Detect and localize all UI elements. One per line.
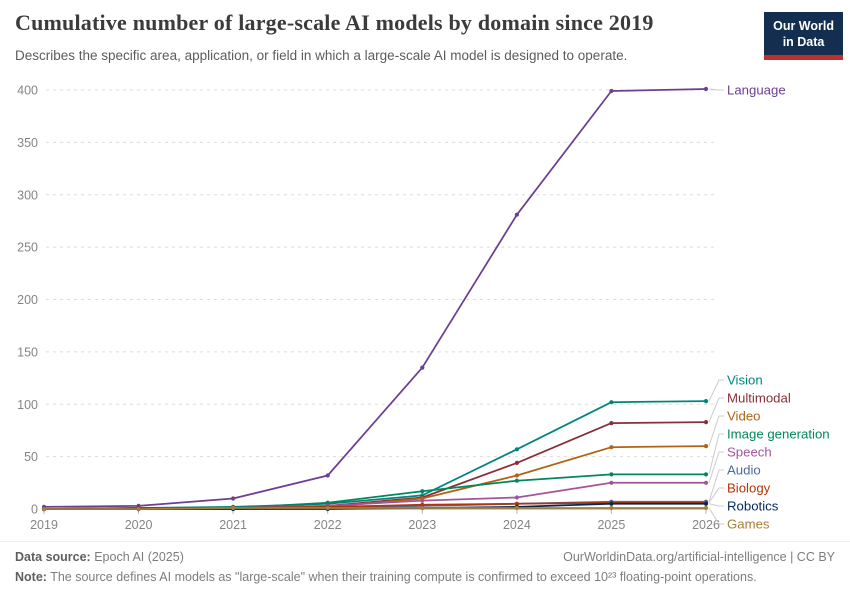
- legend-label-language[interactable]: Language: [727, 82, 786, 97]
- data-point-games: [514, 505, 520, 511]
- data-point-multimodal: [514, 460, 520, 465]
- y-tick-label: 100: [17, 398, 38, 412]
- legend-label-speech[interactable]: Speech: [727, 445, 772, 460]
- series-line-games: [43, 507, 707, 510]
- data-point-language: [514, 212, 520, 217]
- legend-label-audio[interactable]: Audio: [727, 463, 761, 478]
- chart-note: Note: The source defines AI models as "l…: [15, 570, 835, 584]
- data-point-speech: [514, 495, 520, 500]
- y-tick-label: 300: [17, 188, 38, 202]
- chart-canvas: 0 50 100 150 200 250 300 350 400 2019 2020 2021 2022…: [17, 82, 830, 532]
- data-point-language: [420, 365, 425, 370]
- x-tick-label: 2022: [314, 518, 342, 532]
- data-point-speech: [609, 480, 614, 485]
- chart-footer: Data source: Epoch AI (2025) OurWorldinD…: [0, 541, 850, 584]
- data-point-image-generation: [420, 489, 425, 494]
- chart-subtitle: Describes the specific area, application…: [15, 48, 628, 63]
- series-line-multimodal: [43, 421, 707, 510]
- legend-connector-multimodal: [708, 397, 724, 423]
- y-tick-label: 250: [17, 241, 38, 255]
- data-point-speech: [420, 498, 425, 503]
- data-point-image-generation: [514, 478, 520, 483]
- data-point-image-generation: [325, 500, 330, 505]
- series-line-language: [43, 88, 707, 508]
- data-point-language: [609, 88, 614, 94]
- data-point-games: [609, 505, 614, 511]
- data-point-vision: [609, 400, 614, 405]
- legend-connector-speech: [708, 451, 724, 483]
- legend-connector-robotics: [708, 503, 724, 507]
- legend-connector-language: [708, 88, 724, 91]
- x-tick-label: 2024: [503, 518, 531, 532]
- legend-label-robotics[interactable]: Robotics: [727, 499, 779, 514]
- logo-red-bar: [764, 55, 843, 61]
- legend-label-biology[interactable]: Biology: [727, 481, 771, 496]
- data-point-vision: [703, 399, 709, 404]
- data-point-language: [231, 496, 236, 501]
- legend-label-multimodal[interactable]: Multimodal: [727, 391, 791, 406]
- legend-connector-games: [708, 507, 724, 525]
- data-point-speech: [703, 480, 709, 485]
- data-point-video: [703, 444, 709, 449]
- x-tick-label: 2023: [408, 518, 436, 532]
- series-line-vision: [43, 400, 707, 510]
- x-tick-label: 2026: [692, 518, 720, 532]
- data-point-multimodal: [609, 421, 614, 426]
- data-point-games: [41, 506, 47, 512]
- data-point-video: [514, 473, 520, 478]
- y-tick-label: 0: [31, 503, 38, 517]
- legend-label-image-generation[interactable]: Image generation: [727, 427, 830, 442]
- data-point-games: [703, 505, 709, 511]
- y-tick-label: 150: [17, 345, 38, 359]
- data-point-image-generation: [609, 472, 614, 477]
- data-point-language: [703, 86, 709, 92]
- data-point-biology: [420, 502, 425, 507]
- data-point-biology: [514, 501, 520, 506]
- legend-connector-biology: [708, 487, 724, 503]
- data-point-multimodal: [703, 420, 709, 425]
- legend-connector-vision: [708, 379, 724, 402]
- data-point-robotics: [609, 501, 614, 506]
- x-tick-label: 2025: [597, 518, 625, 532]
- legend-label-games[interactable]: Games: [727, 517, 770, 532]
- legend-label-video[interactable]: Video: [727, 409, 761, 424]
- data-source-value: Epoch AI (2025): [94, 550, 184, 564]
- legend-connector-video: [708, 415, 724, 447]
- data-point-video: [609, 445, 614, 450]
- legend-label-vision[interactable]: Vision: [727, 373, 763, 388]
- data-point-games: [136, 506, 141, 512]
- data-point-games: [325, 505, 330, 511]
- legend-connector-audio: [708, 469, 724, 502]
- logo-line2: in Data: [782, 34, 825, 49]
- data-point-vision: [514, 447, 520, 452]
- logo-line1: Our World: [773, 19, 834, 33]
- owid-license-link[interactable]: OurWorldinData.org/artificial-intelligen…: [563, 550, 835, 564]
- x-tick-label: 2021: [219, 518, 247, 532]
- data-source: Data source: Epoch AI (2025): [15, 550, 184, 564]
- y-tick-label: 50: [24, 450, 38, 464]
- y-tick-label: 400: [17, 84, 38, 98]
- legend-connector-image-generation: [708, 433, 724, 475]
- owid-logo: Our World in Data: [764, 12, 843, 61]
- note-text: The source defines AI models as "large-s…: [50, 570, 757, 584]
- data-point-image-generation: [703, 472, 709, 477]
- data-point-robotics: [703, 501, 709, 506]
- y-tick-label: 200: [17, 293, 38, 307]
- note-label: Note:: [15, 570, 47, 584]
- data-source-label: Data source:: [15, 550, 91, 564]
- data-point-games: [420, 505, 425, 511]
- page-title: Cumulative number of large-scale AI mode…: [15, 10, 654, 35]
- data-point-language: [325, 473, 330, 478]
- data-point-games: [231, 505, 236, 511]
- x-tick-label: 2019: [30, 518, 58, 532]
- x-tick-label: 2020: [125, 518, 153, 532]
- y-tick-label: 350: [17, 136, 38, 150]
